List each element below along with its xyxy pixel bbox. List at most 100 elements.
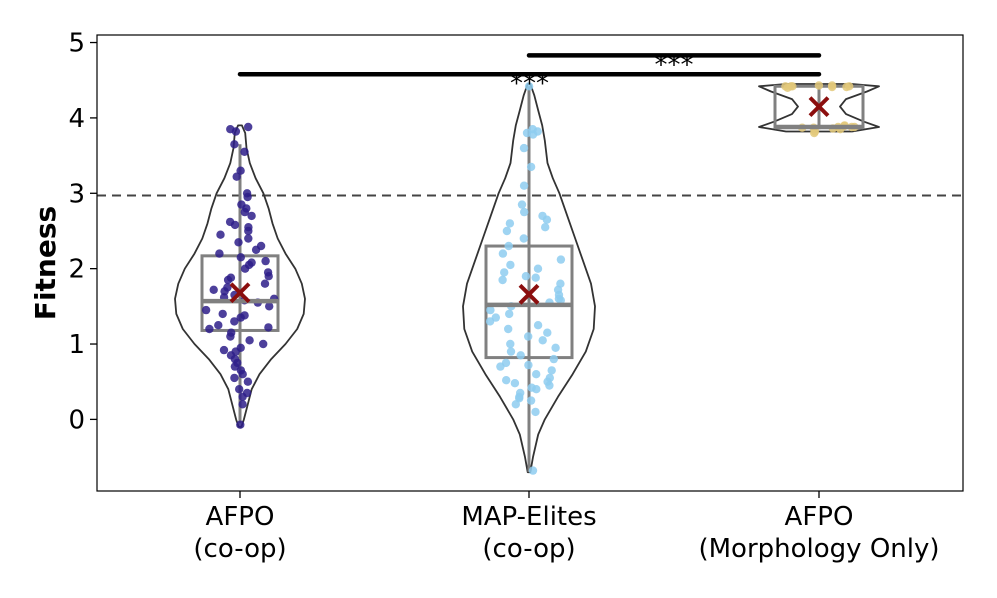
data-point [556, 296, 565, 305]
data-point [526, 162, 536, 172]
data-point [230, 362, 240, 371]
mean-marker [229, 282, 251, 304]
y-tick-label: 0 [68, 405, 85, 435]
data-point [505, 219, 515, 228]
data-point [547, 366, 556, 375]
y-axis-title: Fitness [29, 206, 62, 320]
data-point [223, 275, 233, 285]
data-point [238, 370, 247, 379]
y-tick-label: 2 [68, 255, 85, 285]
data-point [259, 339, 268, 349]
data-point [245, 336, 254, 345]
data-point [243, 377, 253, 386]
x-axis: AFPO (co-op) MAP-Elites (co-op) AFPO (Morphol… [193, 491, 940, 564]
data-point [240, 147, 249, 156]
data-point [260, 279, 270, 288]
plot-frame [96, 34, 964, 492]
y-tick-label: 4 [68, 104, 85, 134]
x-tick-label-line: (co-op) [482, 534, 575, 564]
data-point [243, 192, 252, 202]
data-point [240, 207, 249, 217]
data-point [264, 323, 273, 332]
data-point [506, 347, 516, 356]
mean-marker [808, 96, 830, 118]
data-point [230, 140, 239, 149]
x-tick-label: AFPO (co-op) [193, 502, 286, 564]
data-point [486, 305, 495, 315]
data-point [556, 255, 566, 264]
data-point [502, 226, 512, 236]
data-point [240, 264, 250, 273]
data-point [236, 420, 245, 429]
y-axis: 0 1 2 3 4 5 [68, 29, 97, 435]
data-point [231, 127, 241, 136]
data-point [504, 324, 513, 334]
x-tick-label: MAP-Elites (co-op) [461, 502, 596, 564]
data-point [531, 273, 540, 282]
data-point [506, 339, 515, 349]
data-point [215, 249, 224, 258]
data-point [551, 343, 560, 352]
data-point [521, 272, 531, 281]
data-point [219, 345, 229, 355]
mean-marker-stroke [229, 282, 251, 304]
data-point [261, 256, 270, 266]
data-point [533, 264, 543, 273]
data-point [264, 272, 273, 281]
data-point [236, 253, 245, 262]
data-point [783, 83, 792, 93]
data-point [549, 354, 558, 364]
data-point [542, 215, 552, 224]
data-point [510, 379, 520, 388]
data-point [532, 370, 541, 379]
data-point [234, 238, 243, 247]
data-point [244, 226, 253, 236]
box-iqr [484, 244, 574, 360]
data-point [505, 309, 514, 319]
data-point [485, 317, 495, 326]
data-point [516, 351, 525, 360]
violin-outline [174, 124, 306, 428]
data-point [214, 321, 223, 330]
data-point [265, 302, 274, 311]
data-point [230, 317, 239, 326]
data-point [216, 230, 225, 239]
data-point [235, 385, 244, 394]
data-point [209, 285, 218, 294]
data-point [517, 200, 527, 209]
data-point [520, 207, 529, 217]
data-point [498, 249, 508, 258]
data-point [218, 309, 227, 319]
data-point [519, 143, 529, 153]
data-point [543, 328, 552, 337]
data-point [238, 400, 247, 409]
x-tick-label-line: AFPO [206, 502, 275, 532]
data-point [532, 385, 541, 394]
x-tick-label-line: (Morphology Only) [698, 534, 939, 564]
mean-marker-stroke [808, 96, 830, 118]
data-point [842, 82, 851, 92]
y-tick-label: 5 [68, 29, 85, 59]
data-point [511, 400, 520, 409]
data-point [220, 287, 229, 296]
data-point [526, 396, 536, 405]
data-point [545, 381, 554, 390]
data-point [524, 332, 533, 341]
data-point [496, 362, 505, 371]
plot-area: ****** [97, 50, 963, 475]
data-point [230, 220, 240, 230]
data-point [236, 166, 245, 175]
data-point [247, 211, 256, 221]
significance-label: *** [510, 69, 549, 99]
data-point [538, 336, 547, 345]
data-point [827, 82, 837, 92]
data-point [232, 172, 241, 181]
y-tick-label: 1 [68, 330, 85, 360]
data-point [502, 376, 511, 385]
data-point [519, 181, 529, 190]
data-point [251, 245, 261, 254]
data-point [528, 466, 538, 475]
data-point [205, 324, 214, 334]
data-point [238, 392, 247, 401]
